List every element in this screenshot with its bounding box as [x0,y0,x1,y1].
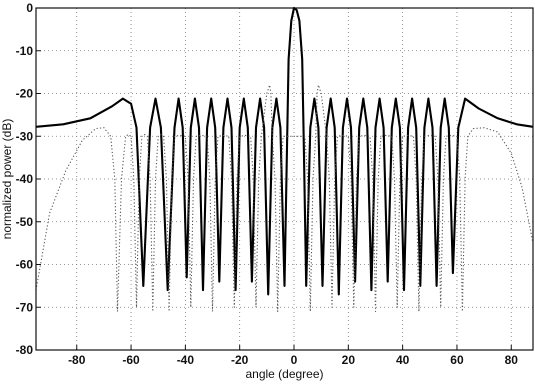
y-tick-label: -20 [16,87,34,101]
x-tick-label: -40 [177,353,195,367]
y-tick-label: -30 [16,129,34,143]
x-tick-label: 60 [450,353,464,367]
solid-pattern-line [35,6,534,296]
y-tick-label: -10 [16,44,34,58]
x-tick-label: 20 [342,353,356,367]
x-tick-label: -60 [122,353,140,367]
y-tick-label: 0 [26,1,33,15]
y-tick-label: -40 [16,172,34,186]
y-tick-labels: 0 -10 -20 -30 -40 -50 -60 -70 -80 [16,1,41,357]
x-tick-label: 40 [396,353,410,367]
grid-lines [36,7,533,351]
y-tick-label: -50 [16,215,34,229]
x-tick-label: -20 [231,353,249,367]
y-tick-label: -60 [16,258,34,272]
y-axis-label: normalized power (dB) [0,119,14,240]
x-axis-label: angle (degree) [245,367,323,381]
y-tick-label: -70 [16,300,34,314]
x-tick-label: 80 [505,353,519,367]
x-tick-label: -80 [68,353,86,367]
x-tick-label: 0 [291,353,298,367]
x-tick-labels: -80 -60 -40 -20 0 20 40 60 80 [68,345,518,367]
plot-series [35,6,534,313]
dotted-pattern-line [35,84,534,313]
y-tick-label: -80 [16,343,34,357]
